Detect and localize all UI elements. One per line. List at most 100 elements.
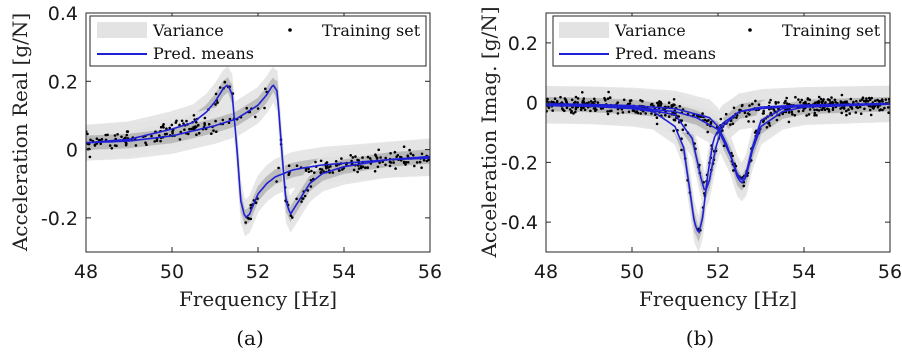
training-point [313, 171, 316, 174]
training-point [364, 166, 367, 169]
training-point [413, 164, 416, 168]
training-point [742, 184, 745, 188]
training-point [731, 122, 735, 126]
training-point [374, 155, 378, 158]
x-tick-label: 56 [878, 261, 902, 283]
training-point [113, 134, 117, 137]
training-point [402, 160, 406, 164]
training-point [826, 98, 830, 101]
training-point [858, 105, 862, 109]
variance-band-a-1-1 [86, 77, 430, 222]
training-point [275, 180, 278, 183]
training-point [188, 127, 191, 131]
training-point [865, 99, 868, 103]
training-point [373, 169, 377, 173]
training-point [813, 111, 817, 115]
training-point [175, 119, 178, 123]
training-point [670, 104, 673, 107]
training-point [574, 107, 578, 111]
training-point [327, 166, 330, 169]
x-tick-label: 50 [160, 261, 184, 283]
training-point [869, 113, 873, 117]
legend-variance-label-b: Variance [614, 21, 686, 40]
training-point [203, 123, 206, 127]
training-point [254, 115, 257, 119]
training-point [606, 97, 610, 100]
training-point [724, 112, 728, 116]
training-point [594, 109, 597, 113]
training-point [743, 111, 747, 114]
legend-a: Variance Pred. means Training set [89, 15, 427, 67]
training-point [673, 103, 676, 107]
training-point [582, 97, 586, 100]
training-point [216, 101, 219, 104]
caption-b: (b) [686, 326, 714, 350]
training-point [395, 155, 398, 159]
training-point [352, 168, 356, 172]
training-point [856, 106, 860, 110]
training-point [808, 98, 811, 101]
training-point [576, 97, 580, 100]
training-point [153, 140, 156, 143]
training-point [212, 129, 215, 132]
training-point [830, 96, 833, 99]
training-point [551, 109, 554, 112]
training-point [570, 98, 574, 102]
training-point [820, 100, 823, 104]
training-point [817, 95, 821, 99]
ticks-b: 48 50 52 54 56 -0.4 -0.2 0 0.2 [501, 13, 902, 283]
training-point [843, 100, 847, 104]
legend-training-label-a: Training set [322, 21, 421, 40]
training-point [657, 102, 660, 105]
training-point [120, 135, 123, 139]
training-point [616, 112, 620, 115]
x-tick-label: 54 [332, 261, 356, 283]
legend-box-b [552, 15, 886, 67]
training-point [95, 137, 99, 140]
training-point [356, 158, 359, 162]
training-point [827, 110, 831, 113]
training-point [840, 93, 844, 97]
training-point [190, 127, 193, 131]
training-point [845, 109, 848, 113]
training-point [377, 148, 381, 152]
training-point [99, 142, 102, 146]
training-point [658, 100, 661, 103]
training-point [392, 161, 395, 164]
training-point [291, 216, 294, 219]
training-point [264, 87, 267, 91]
training-point [307, 170, 311, 174]
legend-means-label-a: Pred. means [153, 44, 254, 63]
training-point [887, 106, 890, 109]
training-point [751, 102, 754, 106]
training-point [878, 109, 881, 112]
training-point [155, 139, 159, 143]
training-point [582, 101, 585, 104]
training-point [684, 123, 687, 127]
training-point [873, 99, 877, 103]
legend-b: Variance Pred. means Training set [552, 15, 886, 67]
training-point [765, 126, 769, 129]
training-point [785, 96, 788, 100]
training-point [868, 98, 872, 101]
training-point [86, 132, 89, 136]
training-point [110, 147, 114, 150]
training-point [817, 101, 821, 104]
training-point [622, 98, 626, 102]
y-axis-label-a: Acceleration Real [g/N] [8, 13, 32, 252]
training-point [192, 127, 196, 131]
training-point [182, 122, 185, 125]
training-point [388, 164, 392, 168]
training-point [781, 112, 784, 116]
training-point [304, 167, 308, 171]
training-point [287, 164, 291, 167]
training-point [881, 100, 884, 103]
training-point [408, 148, 411, 152]
pred-mean-line-a-0 [86, 84, 430, 219]
training-point [793, 114, 797, 117]
training-point [817, 109, 821, 112]
training-point [745, 115, 748, 118]
training-point [703, 118, 707, 122]
training-point [340, 157, 343, 160]
